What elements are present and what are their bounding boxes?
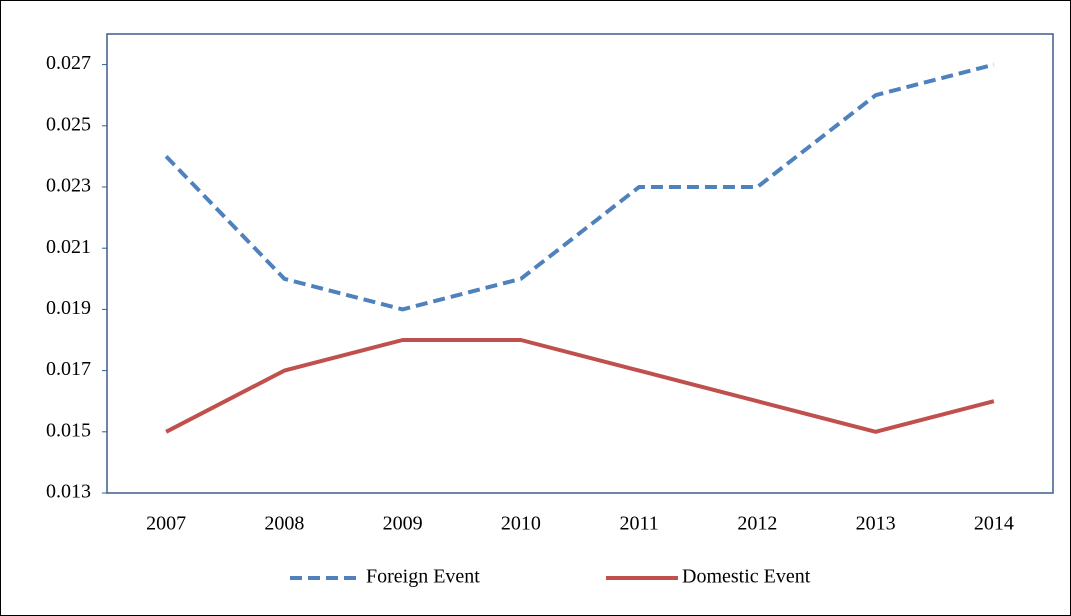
series-line [165,338,995,434]
y-tick-label: 0.019 [46,297,91,319]
x-tick-label: 2008 [264,513,304,535]
y-tick-label: 0.021 [46,236,91,258]
legend-label: Domestic Event [682,566,811,588]
y-tick-label: 0.027 [46,52,91,74]
y-tick-label: 0.013 [46,481,91,503]
y-tick-label: 0.015 [46,419,91,441]
x-tick-label: 2014 [974,513,1014,535]
x-tick-label: 2009 [383,513,423,535]
y-tick-label: 0.023 [46,175,91,197]
x-tick-label: 2013 [856,513,896,535]
y-tick-label: 0.025 [46,113,91,135]
plot-area [106,33,1054,494]
x-tick-label: 2012 [737,513,777,535]
x-tick-label: 2010 [501,513,541,535]
series-line [164,62,995,312]
x-tick-label: 2011 [619,513,658,535]
x-tick-label: 2007 [146,513,186,535]
y-tick-label: 0.017 [46,358,91,380]
legend-label: Foreign Event [366,566,480,588]
